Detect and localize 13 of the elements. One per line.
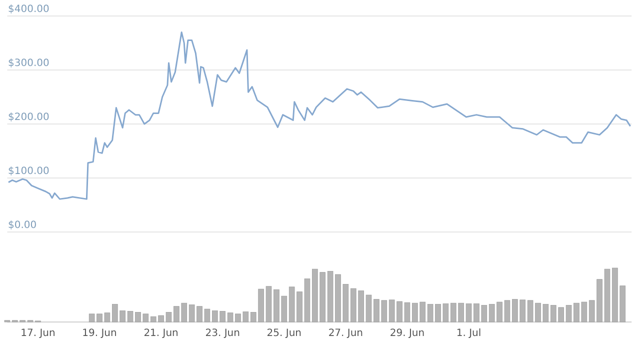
y-tick-label: $300.00 [8, 58, 50, 69]
x-tick-label: 1. Jul [456, 328, 482, 339]
x-tick-label: 25. Jun [266, 328, 302, 339]
x-tick-label: 21. Jun [144, 328, 178, 339]
x-tick-label: 19. Jun [82, 328, 117, 339]
y-tick-label: $100.00 [8, 166, 50, 177]
x-tick-label: 29. Jun [390, 328, 425, 339]
x-tick-label: 23. Jun [205, 328, 240, 339]
x-tick-label: 27. Jun [328, 328, 364, 339]
y-tick-label: $200.00 [8, 112, 50, 123]
y-tick-label: $0.00 [8, 220, 37, 231]
y-tick-label: $400.00 [8, 4, 50, 15]
x-tick-label: 17. Jun [20, 328, 56, 339]
